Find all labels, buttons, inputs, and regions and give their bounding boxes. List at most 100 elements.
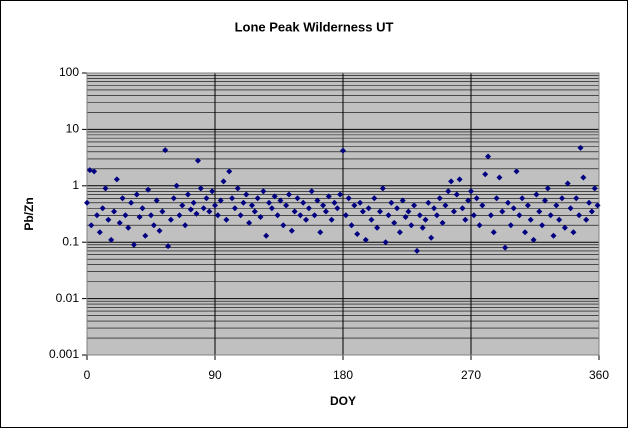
data-point xyxy=(88,222,95,229)
data-point xyxy=(314,197,321,204)
data-point xyxy=(428,234,435,241)
data-point xyxy=(254,195,261,202)
y-axis-label: Pb/Zn xyxy=(22,197,36,230)
data-point xyxy=(351,202,358,209)
data-point xyxy=(419,224,426,231)
data-point xyxy=(184,191,191,198)
data-point xyxy=(271,193,278,200)
data-point xyxy=(368,216,375,223)
data-point xyxy=(507,222,514,229)
y-tick-label: 10 xyxy=(66,122,80,136)
data-point xyxy=(93,212,100,219)
data-point xyxy=(442,202,449,209)
data-point xyxy=(499,208,506,215)
data-point xyxy=(268,205,275,212)
data-point xyxy=(482,171,489,178)
data-point xyxy=(513,168,520,175)
data-point xyxy=(550,232,557,239)
data-point xyxy=(142,232,149,239)
data-point xyxy=(468,188,474,195)
data-point xyxy=(102,185,109,192)
data-point xyxy=(402,213,409,220)
data-point xyxy=(345,195,352,202)
data-point xyxy=(263,232,270,239)
data-point xyxy=(257,213,264,220)
data-point xyxy=(237,212,244,219)
data-point xyxy=(162,147,169,154)
data-point xyxy=(522,229,529,236)
data-point xyxy=(439,219,446,226)
data-point xyxy=(139,205,146,212)
data-point xyxy=(479,202,486,209)
data-point xyxy=(539,222,546,229)
data-point xyxy=(248,202,255,209)
data-point xyxy=(348,222,355,229)
data-point xyxy=(422,216,429,223)
data-point xyxy=(150,222,157,229)
data-point xyxy=(359,208,366,215)
data-point xyxy=(96,229,103,236)
data-point xyxy=(391,219,398,226)
data-point xyxy=(320,202,327,209)
chart-title: Lone Peak Wilderness UT xyxy=(235,19,394,34)
data-point xyxy=(303,216,310,223)
data-point xyxy=(334,205,341,212)
data-point xyxy=(564,180,571,187)
data-point xyxy=(533,191,540,198)
data-point xyxy=(125,224,132,231)
data-point xyxy=(156,227,163,234)
data-point xyxy=(119,195,126,202)
x-tick-label: 0 xyxy=(84,368,91,382)
data-point xyxy=(576,212,583,219)
data-point xyxy=(266,199,273,206)
data-point xyxy=(591,185,598,192)
data-point xyxy=(374,224,381,231)
data-point xyxy=(240,199,247,206)
data-point xyxy=(84,199,90,206)
data-point xyxy=(371,195,378,202)
data-point xyxy=(108,236,115,243)
data-point xyxy=(212,202,218,209)
data-point xyxy=(399,197,406,204)
data-point xyxy=(305,205,312,212)
data-point xyxy=(148,212,154,219)
data-point xyxy=(416,212,423,219)
data-point xyxy=(561,224,568,231)
data-point xyxy=(524,202,531,209)
x-axis-label: DOY xyxy=(330,394,356,408)
data-point xyxy=(476,222,483,229)
data-point xyxy=(297,212,304,219)
data-point xyxy=(541,197,548,204)
data-point xyxy=(580,174,587,181)
data-point xyxy=(504,199,511,206)
data-point xyxy=(203,195,210,202)
data-point xyxy=(570,229,577,236)
data-point xyxy=(583,216,590,223)
data-point xyxy=(311,212,318,219)
data-point xyxy=(294,195,301,202)
data-point xyxy=(130,241,137,248)
data-point xyxy=(594,202,601,209)
data-point xyxy=(133,191,140,198)
data-point xyxy=(217,197,224,204)
data-point xyxy=(200,205,207,212)
data-point xyxy=(502,244,509,251)
data-point xyxy=(547,212,554,219)
y-tick-label: 0.1 xyxy=(62,234,79,248)
data-point xyxy=(226,168,233,175)
data-point xyxy=(487,212,494,219)
data-point xyxy=(354,230,361,237)
x-tick-label: 360 xyxy=(589,368,609,382)
data-point xyxy=(394,205,401,212)
data-point xyxy=(128,199,135,206)
data-point xyxy=(209,188,216,195)
data-point xyxy=(337,191,344,198)
data-point xyxy=(436,195,443,202)
data-point xyxy=(331,199,338,206)
data-point xyxy=(328,216,335,223)
data-point xyxy=(283,202,290,209)
data-point xyxy=(91,168,98,175)
data-point xyxy=(220,178,227,185)
data-point xyxy=(431,205,438,212)
